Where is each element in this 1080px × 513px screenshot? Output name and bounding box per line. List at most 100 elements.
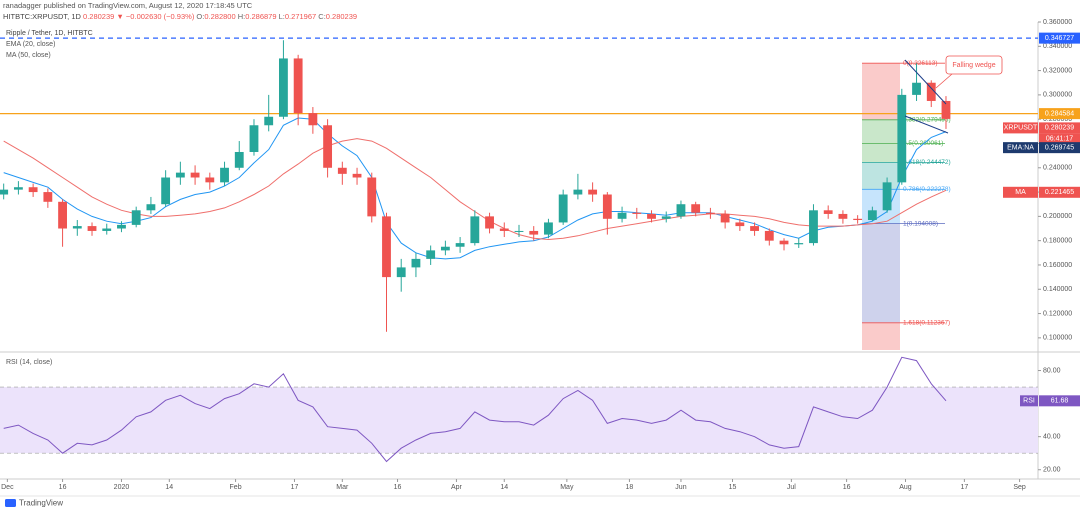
candle-body (43, 192, 53, 202)
candle-body (676, 204, 686, 217)
candle-body (426, 250, 436, 259)
logo-icon (5, 499, 16, 507)
candle-body (867, 210, 877, 221)
candle-body (617, 212, 627, 219)
candle-body (514, 230, 524, 232)
y-tick-label: 0.360000 (1043, 19, 1072, 26)
ohlc-value: 0.271967 (285, 12, 316, 21)
candle-body (794, 243, 804, 245)
candle-body (632, 212, 642, 214)
ohlc-value: 0.282800 (204, 12, 235, 21)
candle-body (529, 230, 539, 235)
candle-body (764, 230, 774, 241)
indicator-label: 0.221465 (1045, 189, 1074, 196)
x-tick-label: 16 (394, 484, 402, 491)
candle-body (912, 82, 921, 95)
y-tick-label: 0.240000 (1043, 165, 1072, 172)
x-tick-label: Jun (675, 484, 686, 491)
candle-body (28, 187, 38, 193)
fib-band (862, 223, 900, 323)
rsi-tag-box (1020, 395, 1038, 407)
x-tick-label: 18 (626, 484, 634, 491)
candle-body (382, 216, 391, 278)
hline-label-box (1039, 32, 1080, 44)
candle-body (205, 177, 215, 183)
ohlc-label: O: (196, 12, 204, 21)
rsi-label-box (1039, 395, 1080, 407)
candle-body (691, 204, 701, 213)
symbol: HITBTC:XRPUSDT, 1D (3, 12, 82, 21)
candle-body (470, 216, 480, 244)
rsi-band (0, 387, 1038, 454)
candle-body (323, 125, 333, 168)
y-tick-label: 20.00 (1043, 467, 1061, 474)
ohlc-value: 0.286879 (245, 12, 276, 21)
candle-body (161, 177, 171, 205)
candle-body (544, 222, 553, 235)
candle-body (838, 213, 848, 219)
candle-body (396, 267, 406, 278)
y-tick-label: 0.100000 (1043, 335, 1072, 342)
x-tick-label: 14 (165, 484, 173, 491)
fib-label: 0(0.326113) (903, 60, 938, 67)
y-tick-label: 40.00 (1043, 434, 1061, 441)
fib-band (862, 63, 900, 120)
candle-body (705, 212, 715, 214)
x-tick-label: 14 (500, 484, 508, 491)
fib-band (862, 162, 900, 190)
wedge-line (904, 115, 949, 134)
y-tick-label: 0.340000 (1043, 43, 1072, 50)
candle-body (882, 182, 892, 211)
candle-body (102, 228, 112, 231)
indicator-line (3, 117, 947, 260)
close-tag: XRPUSDT (1004, 125, 1038, 132)
brand: TradingView (19, 499, 63, 508)
candle-body (131, 210, 141, 225)
x-tick-label: 17 (960, 484, 968, 491)
candle-body (249, 125, 259, 152)
rsi-line (3, 356, 947, 463)
candle-body (279, 58, 288, 117)
candle-body (823, 210, 833, 214)
candle-body (367, 177, 377, 217)
candle-body (853, 218, 863, 221)
annotation: Falling wedge (952, 62, 995, 69)
fib-label: 1(0.194008) (903, 220, 938, 227)
candle-body (809, 210, 818, 244)
ohlc-label: C: (318, 12, 326, 21)
hline-label: 0.284584 (1045, 110, 1074, 117)
x-tick-label: Aug (899, 484, 912, 491)
close-label: 0.280239 (1045, 125, 1074, 132)
candle-body (220, 167, 229, 183)
publisher: ranadagger published on TradingView.com,… (3, 1, 253, 10)
candle-body (735, 222, 745, 227)
legend-entry: EMA (20, close) (6, 41, 55, 48)
candle-body (440, 246, 450, 251)
candle-body (190, 172, 200, 178)
indicator-tag-box (1003, 142, 1038, 154)
ohlc-value: 0.280239 (326, 12, 357, 21)
indicator-tag-box (1003, 186, 1038, 198)
ohlc-label: L: (279, 12, 285, 21)
candle-body (13, 187, 23, 190)
chart-title: Ripple / Tether, 1D, HITBTC (6, 30, 93, 37)
candle-body (926, 82, 936, 101)
rsi-tag: RSI (1023, 398, 1035, 405)
annotation-pointer (935, 73, 953, 89)
y-tick-label: 80.00 (1043, 367, 1061, 374)
indicator-label-box (1039, 186, 1080, 198)
candle-body (779, 240, 789, 245)
y-tick-label: 0.140000 (1043, 286, 1072, 293)
candle-body (941, 100, 951, 119)
annotation-box (945, 55, 1003, 75)
candle-body (897, 94, 907, 183)
legend-entry: MA (50, close) (6, 52, 51, 59)
y-tick-label: 0.180000 (1043, 238, 1072, 245)
fib-label: 1.618(0.112367) (903, 320, 950, 327)
last-price: 0.280239 (83, 12, 114, 21)
y-tick-label: 0.200000 (1043, 213, 1072, 220)
x-tick-label: 2020 (114, 484, 130, 491)
pane-title: RSI (14, close) (6, 359, 52, 366)
candle-body (573, 189, 583, 195)
